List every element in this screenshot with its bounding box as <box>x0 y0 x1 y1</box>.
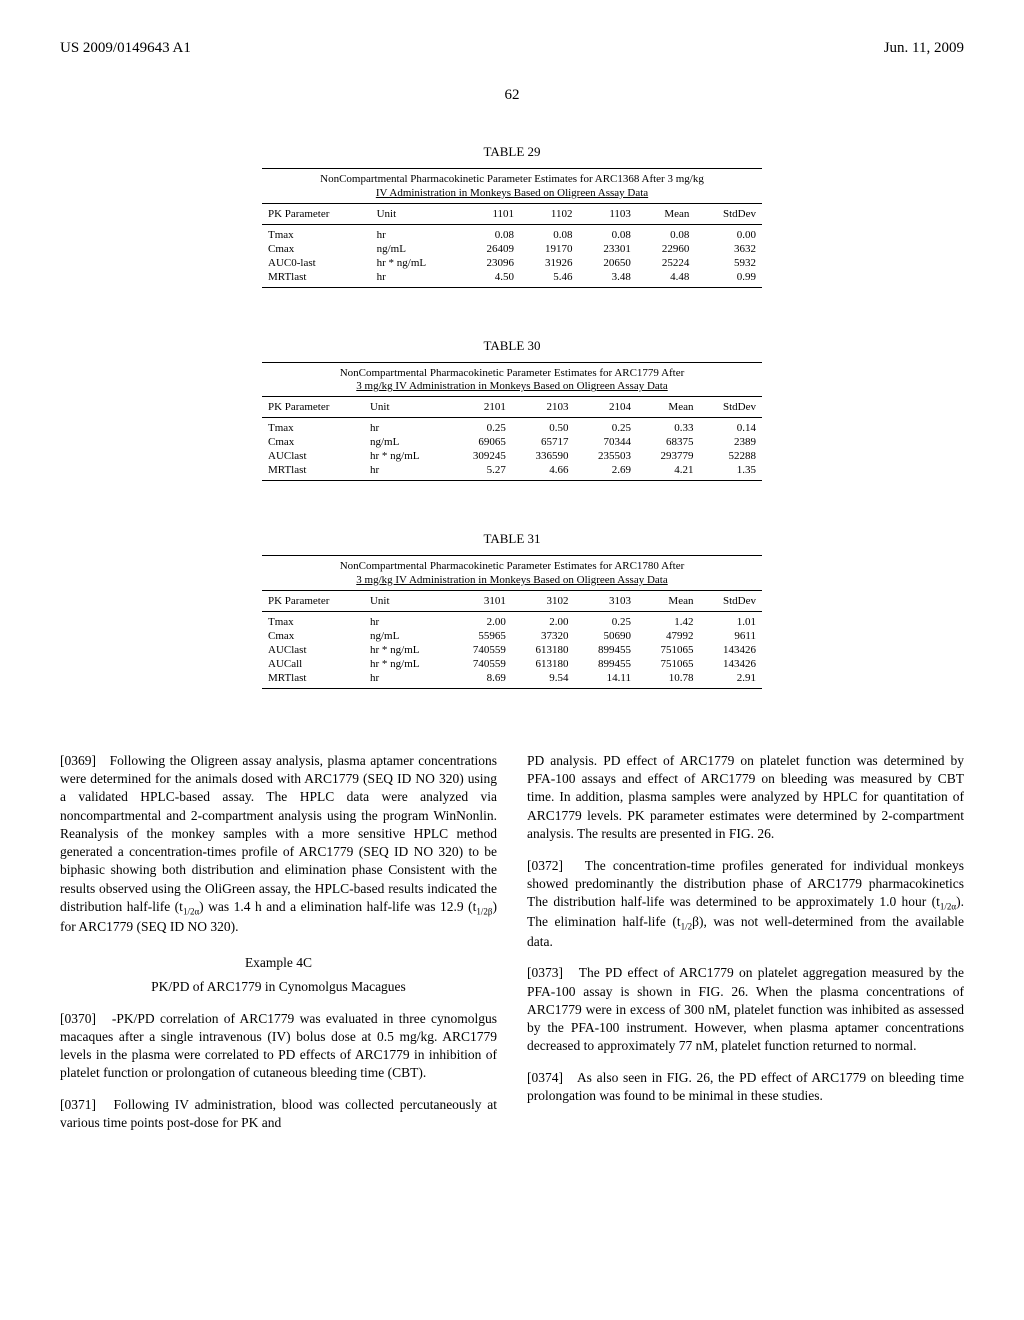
caption-line1: NonCompartmental Pharmacokinetic Paramet… <box>340 560 685 572</box>
col-header: 1101 <box>462 203 520 224</box>
pub-date: Jun. 11, 2009 <box>884 40 964 57</box>
caption-line2: 3 mg/kg IV Administration in Monkeys Bas… <box>356 574 667 586</box>
para-text: Following IV administration, blood was c… <box>60 1097 497 1130</box>
para-number: [0371] <box>60 1097 96 1112</box>
right-column: PD analysis. PD effect of ARC1779 on pla… <box>527 739 964 1147</box>
table-caption: NonCompartmental Pharmacokinetic Paramet… <box>262 555 762 590</box>
subscript: 1/2α <box>183 906 199 916</box>
para-number: [0372] <box>527 858 563 873</box>
para-text: As also seen in FIG. 26, the PD effect o… <box>527 1070 964 1103</box>
para-0369: [0369] Following the Oligreen assay anal… <box>60 752 497 936</box>
page-number: 62 <box>60 87 964 104</box>
col-header: 1102 <box>520 203 578 224</box>
table-31: TABLE 31 NonCompartmental Pharmacokineti… <box>262 531 762 689</box>
para-number: [0370] <box>60 1011 96 1026</box>
col-header: Mean <box>637 203 695 224</box>
col-header: StdDev <box>695 203 762 224</box>
para-text: The concentration-time profiles generate… <box>527 858 964 909</box>
body-columns: [0369] Following the Oligreen assay anal… <box>60 739 964 1147</box>
pk-table: PK Parameter Unit 1101 1102 1103 Mean St… <box>262 203 762 288</box>
para-text: The PD effect of ARC1779 on platelet agg… <box>527 965 964 1053</box>
para-text: Following the Oligreen assay analysis, p… <box>60 753 497 914</box>
col-header: Unit <box>371 203 462 224</box>
example-title: PK/PD of ARC1779 in Cynomolgus Macagues <box>60 978 497 996</box>
table-label: TABLE 31 <box>262 531 762 547</box>
para-0371-cont: PD analysis. PD effect of ARC1779 on pla… <box>527 752 964 843</box>
para-0370: [0370] -PK/PD correlation of ARC1779 was… <box>60 1010 497 1083</box>
pk-table: PK ParameterUnit310131023103MeanStdDev T… <box>262 590 762 689</box>
example-label: Example 4C <box>60 954 497 972</box>
caption-line2: IV Administration in Monkeys Based on Ol… <box>376 187 648 199</box>
caption-line1: NonCompartmental Pharmacokinetic Paramet… <box>340 367 685 379</box>
para-number: [0373] <box>527 965 563 980</box>
table-caption: NonCompartmental Pharmacokinetic Paramet… <box>262 168 762 203</box>
table-caption: NonCompartmental Pharmacokinetic Paramet… <box>262 362 762 397</box>
table-label: TABLE 30 <box>262 338 762 354</box>
subscript: 1/2 <box>681 922 693 932</box>
caption-line1: NonCompartmental Pharmacokinetic Paramet… <box>320 173 704 185</box>
subscript: 1/2α <box>940 902 956 912</box>
para-0374: [0374] As also seen in FIG. 26, the PD e… <box>527 1069 964 1105</box>
table-label: TABLE 29 <box>262 144 762 160</box>
para-text: -PK/PD correlation of ARC1779 was evalua… <box>60 1011 497 1081</box>
col-header: 1103 <box>578 203 636 224</box>
para-0373: [0373] The PD effect of ARC1779 on plate… <box>527 964 964 1055</box>
caption-line2: 3 mg/kg IV Administration in Monkeys Bas… <box>356 380 667 392</box>
table-29: TABLE 29 NonCompartmental Pharmacokineti… <box>262 144 762 288</box>
para-number: [0374] <box>527 1070 563 1085</box>
pub-number: US 2009/0149643 A1 <box>60 40 191 57</box>
para-0372: [0372] The concentration-time profiles g… <box>527 857 964 951</box>
para-0371: [0371] Following IV administration, bloo… <box>60 1096 497 1132</box>
para-number: [0369] <box>60 753 96 768</box>
subscript: 1/2β <box>476 906 492 916</box>
table-30: TABLE 30 NonCompartmental Pharmacokineti… <box>262 338 762 482</box>
pk-table: PK ParameterUnit210121032104MeanStdDev T… <box>262 396 762 481</box>
left-column: [0369] Following the Oligreen assay anal… <box>60 739 497 1147</box>
col-header: PK Parameter <box>262 203 371 224</box>
para-text: ) was 1.4 h and a elimination half-life … <box>199 899 476 914</box>
